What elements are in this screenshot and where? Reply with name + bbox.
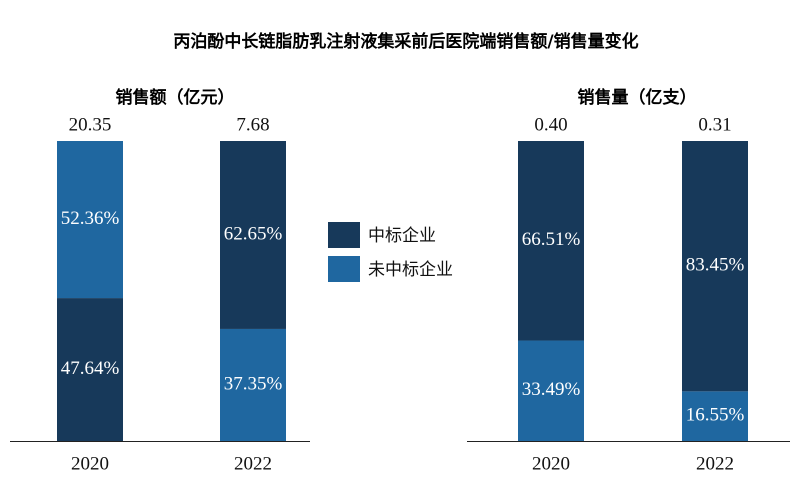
legend-label: 中标企业 [368, 226, 436, 246]
value-label: 62.65% [224, 223, 283, 244]
chart-subtitle: 销售额（亿元） [116, 87, 235, 108]
bar-segment [682, 391, 748, 441]
total-label: 20.35 [69, 114, 112, 135]
total-label: 7.68 [236, 114, 269, 135]
total-label: 0.40 [534, 114, 567, 135]
total-label: 0.31 [698, 114, 731, 135]
legend-swatch [328, 256, 360, 282]
chart-title: 丙泊酚中长链脂肪乳注射液集采前后医院端销售额/销售量变化 [173, 31, 638, 52]
value-label: 47.64% [61, 358, 120, 379]
value-label: 52.36% [61, 208, 120, 229]
x-tick-label: 2022 [234, 453, 272, 474]
legend-label: 未中标企业 [368, 260, 453, 280]
legend-swatch [328, 222, 360, 248]
bar-segment [682, 141, 748, 392]
x-tick-label: 2020 [71, 453, 109, 474]
value-label: 66.51% [522, 229, 581, 250]
value-label: 33.49% [522, 379, 581, 400]
x-tick-label: 2020 [532, 453, 570, 474]
x-tick-label: 2022 [696, 453, 734, 474]
chart-subtitle: 销售量（亿支） [578, 87, 697, 108]
bar-segment [518, 340, 584, 441]
bar-segment [57, 141, 123, 299]
value-label: 16.55% [686, 405, 745, 426]
bar-segment [518, 141, 584, 341]
value-label: 83.45% [686, 255, 745, 276]
bar-segment [220, 328, 286, 441]
bar-segment [220, 141, 286, 329]
bar-segment [57, 298, 123, 441]
value-label: 37.35% [224, 373, 283, 394]
